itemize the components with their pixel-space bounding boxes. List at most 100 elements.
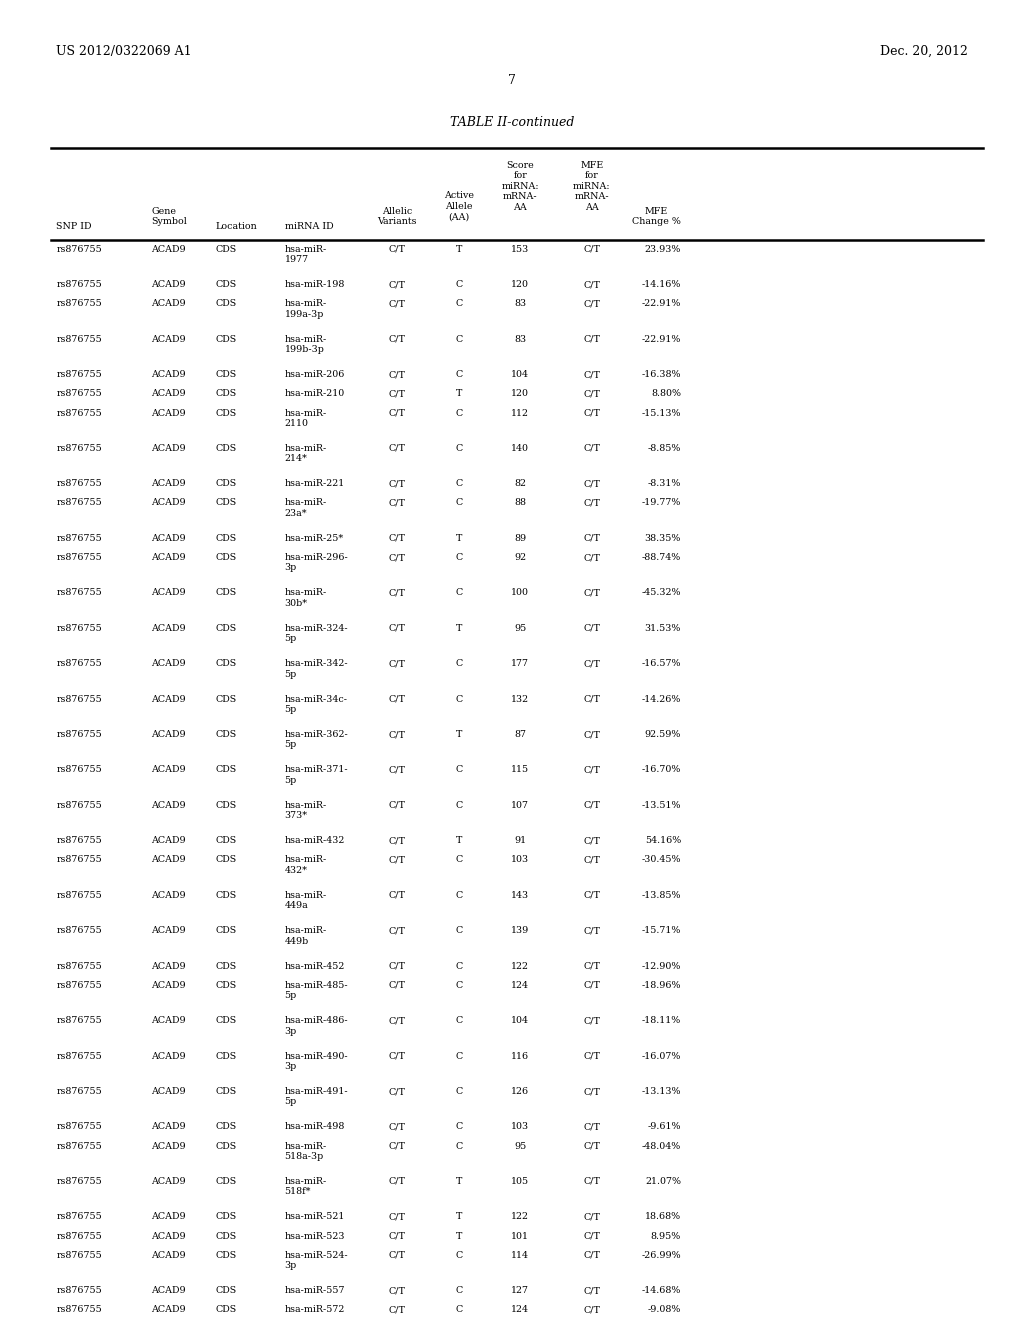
Text: T: T	[456, 837, 462, 845]
Text: rs876755: rs876755	[56, 1212, 102, 1221]
Text: US 2012/0322069 A1: US 2012/0322069 A1	[56, 45, 191, 58]
Text: rs876755: rs876755	[56, 389, 102, 399]
Text: C/T: C/T	[389, 1232, 406, 1241]
Text: ACAD9: ACAD9	[152, 1286, 186, 1295]
Text: CDS: CDS	[215, 855, 237, 865]
Text: C/T: C/T	[584, 1086, 600, 1096]
Text: ACAD9: ACAD9	[152, 801, 186, 810]
Text: CDS: CDS	[215, 1177, 237, 1185]
Text: C/T: C/T	[389, 981, 406, 990]
Text: 124: 124	[511, 1305, 529, 1315]
Text: C/T: C/T	[389, 801, 406, 810]
Text: ACAD9: ACAD9	[152, 553, 186, 562]
Text: -88.74%: -88.74%	[642, 553, 681, 562]
Text: -26.99%: -26.99%	[641, 1250, 681, 1259]
Text: hsa-miR-362-
5p: hsa-miR-362- 5p	[285, 730, 348, 750]
Text: C: C	[455, 370, 463, 379]
Text: hsa-miR-452: hsa-miR-452	[285, 962, 345, 970]
Text: C/T: C/T	[584, 1016, 600, 1026]
Text: C/T: C/T	[584, 1305, 600, 1315]
Text: rs876755: rs876755	[56, 479, 102, 488]
Text: C/T: C/T	[389, 1016, 406, 1026]
Text: -14.16%: -14.16%	[642, 280, 681, 289]
Text: ACAD9: ACAD9	[152, 855, 186, 865]
Text: 177: 177	[511, 659, 529, 668]
Text: CDS: CDS	[215, 927, 237, 936]
Text: 95: 95	[514, 1142, 526, 1151]
Text: SNP ID: SNP ID	[56, 222, 92, 231]
Text: miRNA ID: miRNA ID	[285, 222, 333, 231]
Text: CDS: CDS	[215, 1232, 237, 1241]
Text: C/T: C/T	[584, 553, 600, 562]
Text: hsa-miR-296-
3p: hsa-miR-296- 3p	[285, 553, 348, 573]
Text: rs876755: rs876755	[56, 300, 102, 309]
Text: C/T: C/T	[584, 659, 600, 668]
Text: rs876755: rs876755	[56, 659, 102, 668]
Text: ACAD9: ACAD9	[152, 1177, 186, 1185]
Text: C/T: C/T	[584, 1122, 600, 1131]
Text: rs876755: rs876755	[56, 624, 102, 632]
Text: rs876755: rs876755	[56, 1016, 102, 1026]
Text: C: C	[455, 694, 463, 704]
Text: rs876755: rs876755	[56, 1122, 102, 1131]
Text: C: C	[455, 962, 463, 970]
Text: TABLE II-continued: TABLE II-continued	[450, 116, 574, 129]
Text: CDS: CDS	[215, 891, 237, 900]
Text: C/T: C/T	[584, 927, 600, 936]
Text: 139: 139	[511, 927, 529, 936]
Text: C/T: C/T	[584, 1250, 600, 1259]
Text: -22.91%: -22.91%	[642, 335, 681, 343]
Text: ACAD9: ACAD9	[152, 1250, 186, 1259]
Text: -18.96%: -18.96%	[641, 981, 681, 990]
Text: C/T: C/T	[584, 280, 600, 289]
Text: 8.95%: 8.95%	[650, 1232, 681, 1241]
Text: C: C	[455, 1086, 463, 1096]
Text: MFE
Change %: MFE Change %	[632, 206, 681, 226]
Text: C/T: C/T	[584, 1212, 600, 1221]
Text: hsa-miR-
199b-3p: hsa-miR- 199b-3p	[285, 335, 327, 354]
Text: -8.31%: -8.31%	[647, 479, 681, 488]
Text: hsa-miR-521: hsa-miR-521	[285, 1212, 345, 1221]
Text: C: C	[455, 1305, 463, 1315]
Text: rs876755: rs876755	[56, 730, 102, 739]
Text: C: C	[455, 927, 463, 936]
Text: C/T: C/T	[389, 389, 406, 399]
Text: 88: 88	[514, 499, 526, 507]
Text: ACAD9: ACAD9	[152, 891, 186, 900]
Text: hsa-miR-
23a*: hsa-miR- 23a*	[285, 499, 327, 517]
Text: hsa-miR-
30b*: hsa-miR- 30b*	[285, 589, 327, 607]
Text: -12.90%: -12.90%	[642, 962, 681, 970]
Text: CDS: CDS	[215, 1122, 237, 1131]
Text: hsa-miR-490-
3p: hsa-miR-490- 3p	[285, 1052, 348, 1071]
Text: C: C	[455, 553, 463, 562]
Text: 126: 126	[511, 1086, 529, 1096]
Text: CDS: CDS	[215, 624, 237, 632]
Text: 143: 143	[511, 891, 529, 900]
Text: C: C	[455, 499, 463, 507]
Text: T: T	[456, 730, 462, 739]
Text: 38.35%: 38.35%	[644, 533, 681, 543]
Text: ACAD9: ACAD9	[152, 962, 186, 970]
Text: 21.07%: 21.07%	[645, 1177, 681, 1185]
Text: 95: 95	[514, 624, 526, 632]
Text: 104: 104	[511, 1016, 529, 1026]
Text: 114: 114	[511, 1250, 529, 1259]
Text: C/T: C/T	[389, 1052, 406, 1060]
Text: CDS: CDS	[215, 1142, 237, 1151]
Text: C/T: C/T	[584, 766, 600, 775]
Text: C/T: C/T	[389, 479, 406, 488]
Text: hsa-miR-572: hsa-miR-572	[285, 1305, 345, 1315]
Text: 122: 122	[511, 962, 529, 970]
Text: CDS: CDS	[215, 1052, 237, 1060]
Text: hsa-miR-
518f*: hsa-miR- 518f*	[285, 1177, 327, 1196]
Text: CDS: CDS	[215, 553, 237, 562]
Text: ACAD9: ACAD9	[152, 659, 186, 668]
Text: -16.38%: -16.38%	[641, 370, 681, 379]
Text: 92: 92	[514, 553, 526, 562]
Text: hsa-miR-371-
5p: hsa-miR-371- 5p	[285, 766, 348, 785]
Text: 83: 83	[514, 300, 526, 309]
Text: CDS: CDS	[215, 730, 237, 739]
Text: hsa-miR-34c-
5p: hsa-miR-34c- 5p	[285, 694, 348, 714]
Text: C/T: C/T	[389, 855, 406, 865]
Text: C/T: C/T	[389, 766, 406, 775]
